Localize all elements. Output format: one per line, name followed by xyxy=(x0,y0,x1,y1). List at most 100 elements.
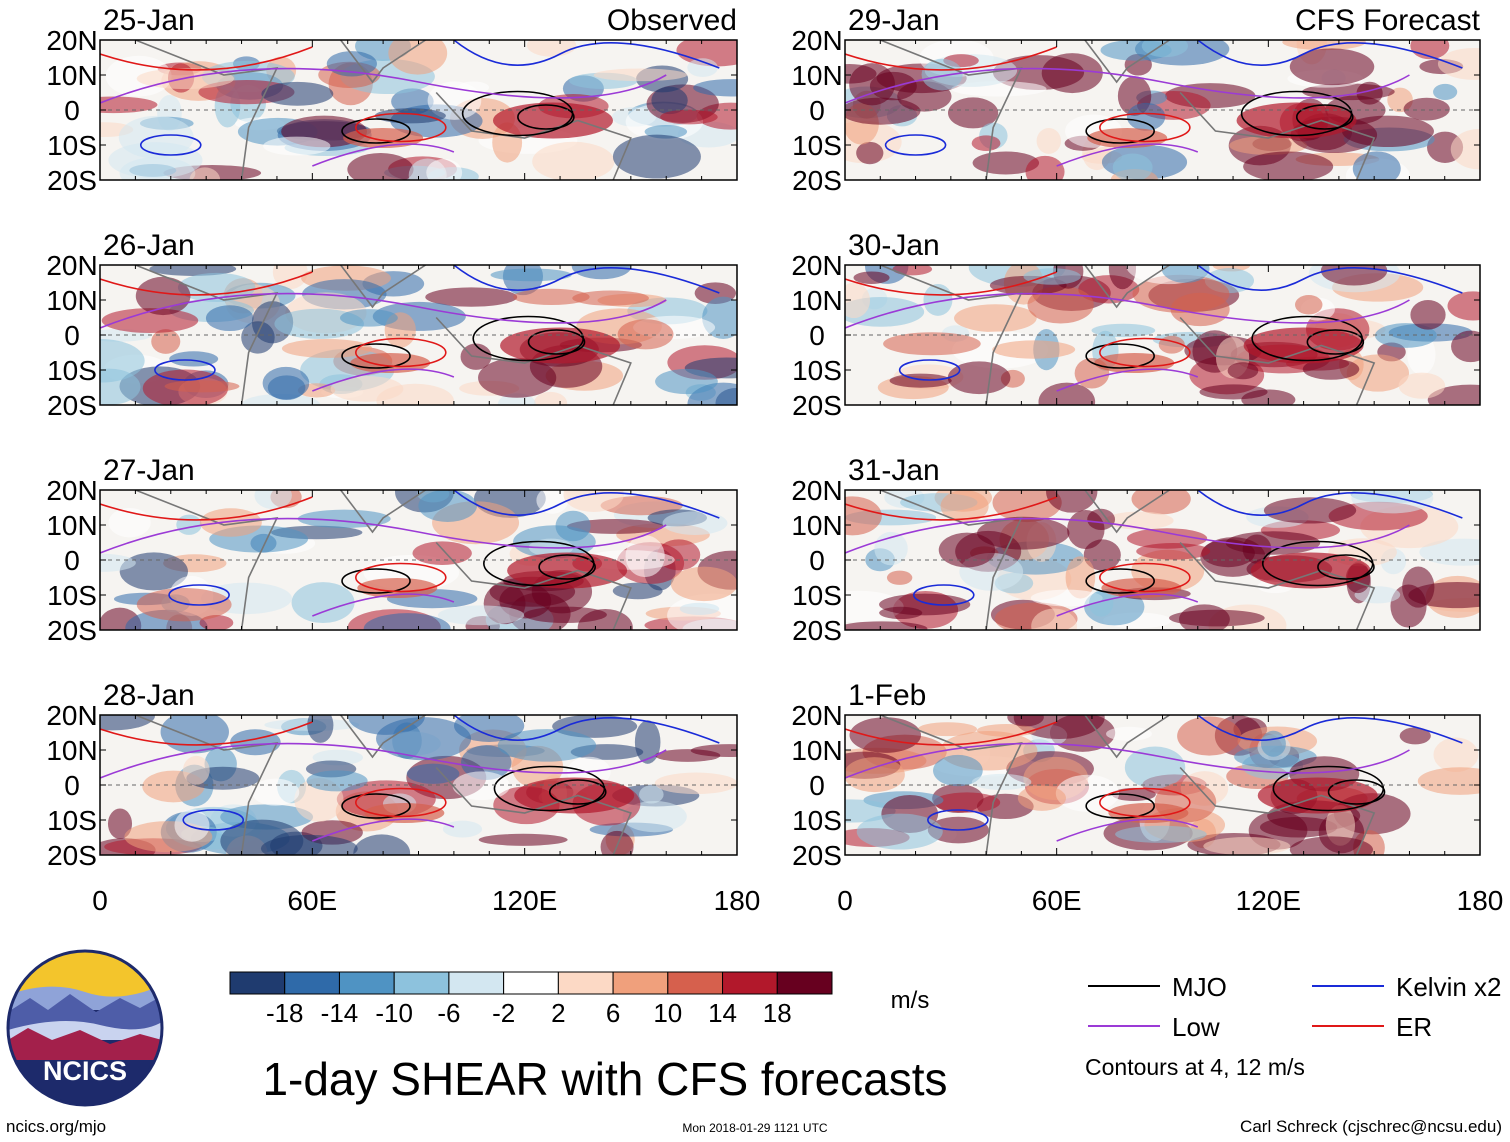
shading-cell xyxy=(1408,582,1480,609)
contour-kelvin xyxy=(912,584,975,606)
panel-date-label: 1-Feb xyxy=(848,679,926,712)
x-tick-label: 120E xyxy=(492,885,557,916)
shading-cell xyxy=(164,380,240,393)
shading-cell xyxy=(1131,490,1191,515)
shading-cell xyxy=(1203,837,1291,855)
footer-url[interactable]: ncics.org/mjo xyxy=(6,1117,106,1136)
shading-cell xyxy=(107,808,133,840)
shading-cell xyxy=(1399,727,1431,745)
colorbar-tick-label: 18 xyxy=(763,998,792,1028)
shading-cell xyxy=(1346,354,1410,392)
shading-cell xyxy=(406,763,460,784)
colorbar-tick-label: -18 xyxy=(266,998,304,1028)
panel-source-label: Observed xyxy=(607,4,737,37)
colorbar-tick-label: 2 xyxy=(551,998,565,1028)
shading-cell xyxy=(886,570,913,585)
shading-cell xyxy=(845,282,871,319)
y-tick-label: 20N xyxy=(46,25,97,56)
contour-kelvin xyxy=(168,584,230,606)
contour-er xyxy=(100,271,313,296)
contour-mjo xyxy=(1085,793,1155,819)
shading-cell xyxy=(291,582,355,624)
colorbar-swatch xyxy=(557,971,614,995)
contour-kelvin xyxy=(453,40,720,69)
shading-cell xyxy=(1023,268,1081,285)
contour-mjo xyxy=(527,329,586,355)
shading-cell xyxy=(526,40,577,57)
shading-cell xyxy=(1141,40,1189,58)
shading-cell xyxy=(947,97,999,129)
contour-low xyxy=(312,818,455,842)
shading-cell xyxy=(261,81,334,106)
shading-cell xyxy=(971,773,1032,791)
colorbar-tick-label: -6 xyxy=(437,998,460,1028)
shading-cell xyxy=(654,772,737,795)
panel-date-label: 28-Jan xyxy=(103,679,195,712)
contour-low xyxy=(845,517,1410,554)
colorbar-tick-label: -10 xyxy=(375,998,413,1028)
panel-29-Jan: 20N 10N 0 10S 20S 29-Jan CFS Forecast xyxy=(791,4,1481,196)
contour-low xyxy=(312,593,455,617)
panel-date-label: 30-Jan xyxy=(848,229,940,262)
shading-cell xyxy=(1398,372,1446,399)
shading-cell xyxy=(1112,153,1153,180)
shading-cell xyxy=(933,792,1001,813)
contour-kelvin xyxy=(182,809,245,831)
colorbar: -18 -14 -10 -6 -2 2 6 10 14 18 xyxy=(229,971,833,1028)
contour-mjo xyxy=(341,343,411,369)
shading-cell xyxy=(625,535,665,578)
shear-shading xyxy=(100,490,737,630)
shading-cell xyxy=(1433,737,1479,773)
shading-cell xyxy=(1007,715,1044,727)
shading-cell xyxy=(1105,726,1152,741)
y-tick-label: 0 xyxy=(64,545,80,576)
contour-er xyxy=(845,721,1057,746)
x-axis-labels: 0 60E 120E 180 0 60E 120E 180 xyxy=(92,885,1503,916)
shading-cell xyxy=(1088,590,1114,617)
shading-cell xyxy=(849,63,895,106)
shading-cell xyxy=(1320,265,1388,286)
shading-cell xyxy=(634,720,661,764)
shading-cell xyxy=(1243,151,1334,180)
colorbar-tick-label: -14 xyxy=(321,998,359,1028)
shading-cell xyxy=(425,287,518,307)
shading-cell xyxy=(119,552,188,591)
y-tick-label: 20S xyxy=(792,165,842,196)
contour-mjo xyxy=(1085,568,1155,594)
y-tick-label: 20S xyxy=(47,165,97,196)
shading-cell xyxy=(533,391,568,405)
shading-cell xyxy=(1124,746,1186,789)
contour-kelvin xyxy=(927,809,989,831)
shear-shading xyxy=(845,265,1480,405)
shading-cell xyxy=(856,813,943,850)
shading-cell xyxy=(100,96,158,114)
legend-label: Low xyxy=(1172,1012,1220,1042)
shading-cell xyxy=(1126,528,1208,549)
y-tick-label: 20S xyxy=(792,390,842,421)
shading-cell xyxy=(577,608,633,630)
panel-28-Jan: 20N 10N 0 10S 20S 28-Jan xyxy=(46,679,738,871)
shading-cell xyxy=(1031,608,1078,630)
coastline-maritime xyxy=(1179,766,1376,855)
shading-cell xyxy=(883,332,981,356)
shear-shading xyxy=(845,40,1480,180)
shading-cell xyxy=(437,605,525,626)
y-tick-label: 10S xyxy=(47,130,97,161)
y-tick-label: 0 xyxy=(809,770,825,801)
colorbar-swatch xyxy=(284,971,340,995)
shading-cell xyxy=(100,715,155,731)
shading-cell xyxy=(655,368,718,395)
y-tick-label: 20S xyxy=(47,390,97,421)
shading-cell xyxy=(1451,330,1480,363)
contour-mjo xyxy=(538,554,596,580)
shading-cell xyxy=(655,749,721,762)
shading-cell xyxy=(1447,291,1480,321)
contour-mjo xyxy=(341,118,411,144)
contour-mjo xyxy=(517,104,575,130)
contour-low xyxy=(1056,818,1199,842)
y-tick-label: 20S xyxy=(47,840,97,871)
y-tick-label: 20S xyxy=(47,615,97,646)
coastline-maritime xyxy=(435,766,632,855)
shading-cell xyxy=(947,361,1011,395)
